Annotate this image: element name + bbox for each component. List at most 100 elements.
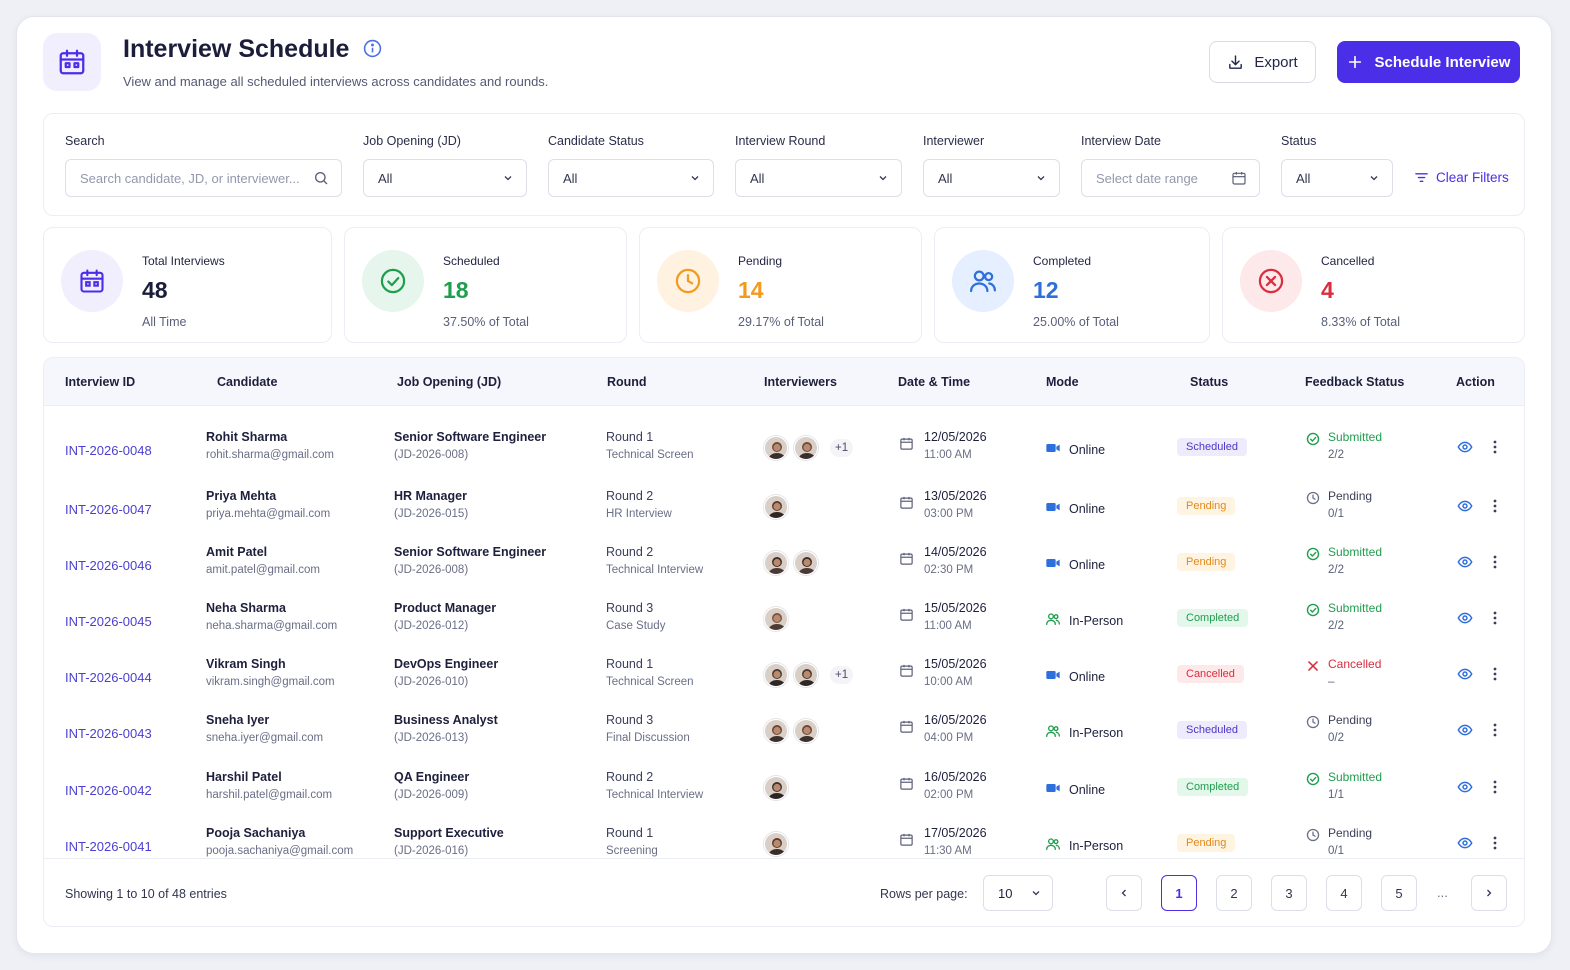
col-round[interactable]: Round [607, 375, 647, 389]
interviewer-avatar[interactable] [764, 719, 788, 743]
eye-icon[interactable] [1457, 779, 1473, 798]
round-cell: Round 3 Case Study [606, 601, 665, 632]
more-vertical-icon[interactable] [1493, 440, 1497, 457]
eye-icon[interactable] [1457, 554, 1473, 573]
eye-icon[interactable] [1457, 498, 1473, 517]
download-icon [1229, 54, 1243, 69]
interview-id-link[interactable]: INT-2026-0047 [65, 502, 152, 517]
datetime-cell: 15/05/2026 10:00 AM [899, 657, 987, 688]
interview-round-select[interactable]: All [735, 159, 902, 197]
more-vertical-icon[interactable] [1493, 723, 1497, 740]
col-candidate[interactable]: Candidate [217, 375, 278, 389]
interviewer-avatar[interactable] [764, 832, 788, 856]
action-cell [1457, 722, 1497, 741]
interviewer-avatar[interactable] [764, 663, 788, 687]
status-select[interactable]: All [1281, 159, 1393, 197]
more-vertical-icon[interactable] [1493, 555, 1497, 572]
stat-label: Pending [738, 254, 783, 268]
interview-id-link[interactable]: INT-2026-0041 [65, 839, 152, 854]
col-status[interactable]: Status [1190, 375, 1229, 389]
col-job-opening[interactable]: Job Opening (JD) [397, 375, 502, 389]
candidate-cell: Harshil Patel harshil.patel@gmail.com [206, 770, 332, 801]
info-icon[interactable] [363, 39, 382, 61]
stat-label: Cancelled [1321, 254, 1375, 268]
job-title: Senior Software Engineer [394, 545, 547, 559]
col-mode[interactable]: Mode [1046, 375, 1079, 389]
more-vertical-icon[interactable] [1493, 667, 1497, 684]
page-button[interactable]: 1 [1161, 875, 1197, 911]
job-opening-value: All [378, 170, 393, 186]
col-interviewers[interactable]: Interviewers [764, 375, 837, 389]
more-vertical-icon[interactable] [1493, 780, 1497, 797]
interviewer-select[interactable]: All [923, 159, 1060, 197]
col-interview-id[interactable]: Interview ID [65, 375, 136, 389]
round-number: Round 2 [606, 545, 654, 559]
interviewer-avatar[interactable] [764, 607, 788, 631]
interview-date: 12/05/2026 [924, 430, 987, 444]
page-button[interactable]: 4 [1326, 875, 1362, 911]
search-input[interactable]: Search candidate, JD, or interviewer... [65, 159, 342, 197]
interviewer-avatar[interactable] [794, 436, 818, 460]
page-button[interactable]: 5 [1381, 875, 1417, 911]
stat-sub: 25.00% of Total [1033, 315, 1119, 329]
check-circle-icon [1306, 432, 1320, 449]
chevron-down-icon [879, 176, 887, 181]
interview-date: 15/05/2026 [924, 657, 987, 671]
eye-icon[interactable] [1457, 835, 1473, 854]
candidate-cell: Pooja Sachaniya pooja.sachaniya@gmail.com [206, 826, 353, 857]
interview-date: 17/05/2026 [924, 826, 987, 840]
status-label: Status [1281, 134, 1317, 148]
interview-id-link[interactable]: INT-2026-0045 [65, 614, 152, 629]
interview-id-link[interactable]: INT-2026-0048 [65, 443, 152, 458]
clear-filters-label: Clear Filters [1436, 170, 1509, 185]
date-range-input[interactable]: Select date range [1081, 159, 1260, 197]
eye-icon[interactable] [1457, 666, 1473, 685]
status-cell: Completed [1177, 778, 1249, 796]
export-button[interactable]: Export [1209, 41, 1316, 83]
eye-icon[interactable] [1457, 439, 1473, 458]
schedule-interview-button[interactable]: Schedule Interview [1337, 41, 1520, 83]
interview-time: 10:00 AM [924, 676, 973, 688]
interview-id-link[interactable]: INT-2026-0043 [65, 726, 152, 741]
job-opening-select[interactable]: All [363, 159, 527, 197]
page-button[interactable]: 2 [1216, 875, 1252, 911]
more-vertical-icon[interactable] [1493, 499, 1497, 516]
interview-date: 15/05/2026 [924, 601, 987, 615]
clear-filters-button[interactable]: Clear Filters [1414, 170, 1509, 185]
next-page-button[interactable] [1471, 875, 1507, 911]
interviewer-avatar[interactable] [794, 551, 818, 575]
table-row: INT-2026-0043 Sneha Iyer sneha.iyer@gmail.… [44, 703, 1524, 759]
interviewer-avatar[interactable] [764, 436, 788, 460]
search-placeholder: Search candidate, JD, or interviewer... [80, 170, 300, 186]
calendar-icon [899, 776, 914, 794]
interviewer-avatar[interactable] [794, 663, 818, 687]
interviewer-avatar[interactable] [764, 551, 788, 575]
page-button[interactable]: 3 [1271, 875, 1307, 911]
interview-id-link[interactable]: INT-2026-0046 [65, 558, 152, 573]
interviewer-avatar[interactable] [794, 719, 818, 743]
more-vertical-icon[interactable] [1493, 836, 1497, 853]
more-vertical-icon[interactable] [1493, 611, 1497, 628]
interviewer-avatar[interactable] [764, 776, 788, 800]
interview-date: 13/05/2026 [924, 489, 987, 503]
eye-icon[interactable] [1457, 722, 1473, 741]
status-value: All [1296, 170, 1311, 186]
col-date-time[interactable]: Date & Time [898, 375, 971, 389]
stat-card-completed: Completed 12 25.00% of Total [934, 227, 1210, 343]
interview-id-link[interactable]: INT-2026-0044 [65, 670, 152, 685]
interviewers-cell [764, 495, 788, 519]
candidate-email: priya.mehta@gmail.com [206, 508, 331, 520]
candidate-status-select[interactable]: All [548, 159, 714, 197]
prev-page-button[interactable] [1106, 875, 1142, 911]
more-interviewers-count[interactable]: +1 [830, 439, 854, 457]
stat-sub: All Time [142, 315, 187, 329]
rows-per-page-label: Rows per page: [880, 887, 968, 901]
calendar-icon [899, 551, 914, 569]
col-feedback-status[interactable]: Feedback Status [1305, 375, 1405, 389]
interviewer-avatar[interactable] [764, 495, 788, 519]
rows-per-page-select[interactable]: 10 [983, 875, 1053, 911]
more-interviewers-count[interactable]: +1 [830, 666, 854, 684]
interview-id-link[interactable]: INT-2026-0042 [65, 783, 152, 798]
eye-icon[interactable] [1457, 610, 1473, 629]
interviewers-cell: +1 [764, 436, 854, 460]
